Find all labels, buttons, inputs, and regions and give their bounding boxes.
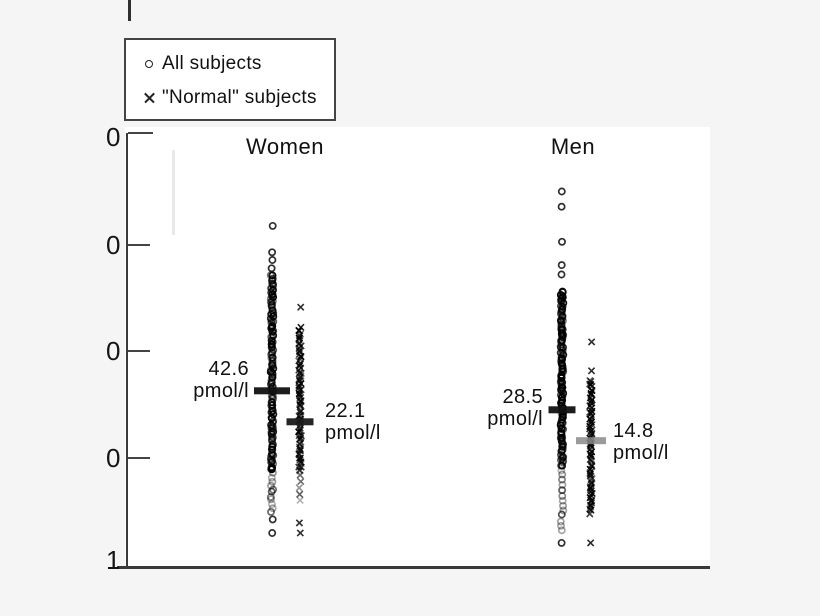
- y-tick-10000: [128, 132, 153, 134]
- y-tick-label-1: 1: [106, 545, 121, 575]
- legend-label-normal-subjects: "Normal" subjects: [162, 87, 317, 108]
- legend-item-all-subjects: All subjects: [136, 52, 262, 76]
- mean-value-women-all: 42.6: [208, 358, 249, 380]
- legend-label-all-subjects: All subjects: [162, 53, 262, 74]
- x-marker-icon: [136, 93, 162, 104]
- legend-item-normal-subjects: "Normal" subjects: [136, 86, 317, 110]
- scan-smudge: [172, 150, 175, 235]
- mean-value-men-all: 28.5: [502, 386, 543, 408]
- y-tick-label-100: 0: [106, 336, 121, 366]
- group-title-women: Women: [246, 134, 324, 159]
- y-tick-10: [128, 457, 150, 459]
- y-tick-label-10000: 0: [106, 122, 121, 152]
- mean-value-men-normal: 14.8: [613, 420, 654, 442]
- legend: All subjects "Normal" subjects: [124, 38, 336, 121]
- y-tick-100: [128, 350, 150, 352]
- mean-unit-men-normal: pmol/l: [613, 442, 669, 464]
- mean-unit-women-normal: pmol/l: [325, 422, 381, 444]
- mean-unit-women-all: pmol/l: [193, 380, 249, 402]
- group-title-men: Men: [550, 134, 596, 159]
- plot-area: [125, 127, 710, 568]
- circle-marker-icon: [136, 60, 162, 68]
- mean-label-women-all: 42.6 pmol/l: [193, 358, 249, 402]
- y-axis-line: [126, 133, 128, 569]
- mean-label-women-normal: 22.1 pmol/l: [325, 400, 381, 444]
- mean-unit-men-all: pmol/l: [487, 408, 543, 430]
- mean-label-men-all: 28.5 pmol/l: [487, 386, 543, 430]
- y-tick-label-1000: 0: [106, 230, 121, 260]
- mean-value-women-normal: 22.1: [325, 400, 366, 422]
- y-tick-1000: [128, 244, 150, 246]
- crop-artifact-line: [128, 0, 131, 21]
- y-tick-label-10: 0: [106, 443, 121, 473]
- mean-label-men-normal: 14.8 pmol/l: [613, 420, 669, 464]
- x-axis-line: [117, 566, 710, 569]
